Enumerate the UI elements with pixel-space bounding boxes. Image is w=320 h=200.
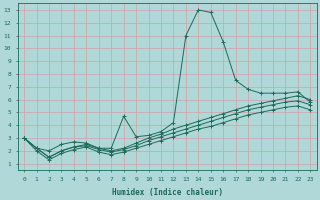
X-axis label: Humidex (Indice chaleur): Humidex (Indice chaleur) <box>112 188 223 197</box>
